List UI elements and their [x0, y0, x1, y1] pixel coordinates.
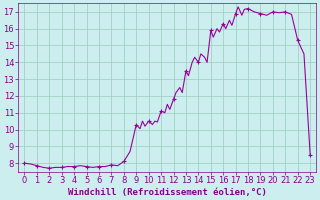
- X-axis label: Windchill (Refroidissement éolien,°C): Windchill (Refroidissement éolien,°C): [68, 188, 267, 197]
